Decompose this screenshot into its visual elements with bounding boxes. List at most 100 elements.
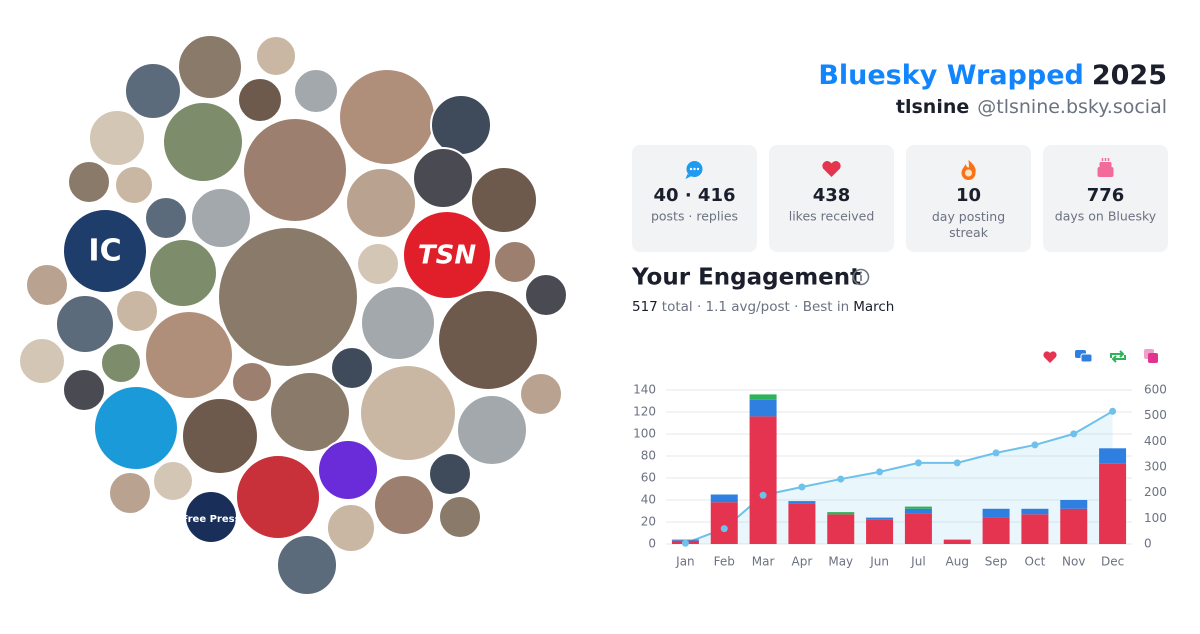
bar-segment [982,517,1010,544]
x-tick-label: Aug [946,555,969,569]
icon [822,161,841,177]
avatar[interactable] [55,294,115,354]
avatar[interactable] [108,471,152,515]
stat-card [906,145,1031,252]
avatar[interactable] [93,385,179,471]
avatar[interactable] [356,242,400,286]
icon [689,167,693,171]
avatar[interactable] [255,35,297,77]
avatar[interactable] [438,495,482,539]
stat-icon [685,161,703,179]
bar-segment [904,508,932,514]
legend-likes[interactable] [1043,351,1057,363]
avatar[interactable] [276,534,338,596]
avatar[interactable] [338,68,436,166]
line-point [1070,430,1078,438]
avatar[interactable] [114,165,154,205]
legend [1043,349,1158,363]
avatar[interactable] [326,503,376,553]
avatar[interactable] [162,101,244,183]
legend-quotes[interactable] [1144,349,1158,363]
stat-card [769,145,894,252]
stat-value: 40 · 416 [654,185,736,206]
icon [696,167,700,171]
avatar[interactable] [62,368,106,412]
title-year: 2025 [1092,60,1167,91]
avatar[interactable] [359,364,457,462]
avatar[interactable] [190,187,252,249]
avatar[interactable] [470,166,538,234]
stat-label-line: day posting [932,209,1005,224]
x-tick-label: Mar [752,555,775,569]
user: tlsnine @tlsnine.bsky.social [896,96,1167,118]
avatar[interactable] [231,361,273,403]
avatar[interactable] [144,310,234,400]
avatar[interactable] [524,273,568,317]
x-tick-label: Jun [869,555,889,569]
avatar[interactable] [62,208,148,294]
avatar[interactable] [67,160,111,204]
avatar[interactable] [402,210,492,300]
avatar[interactable] [181,397,259,475]
avatar[interactable] [317,439,379,501]
avatar[interactable] [177,34,243,100]
legend-replies[interactable] [1075,350,1093,363]
bar-segment [749,394,777,400]
icon [693,167,696,171]
avatar[interactable] [269,371,351,453]
y-tick-label: 80 [641,449,656,463]
avatar[interactable] [437,289,539,391]
icon [1097,167,1114,177]
bar-segment [904,506,932,509]
stat-label: likes received [789,209,875,224]
line-point [992,449,1000,457]
bar-segment [1021,508,1049,515]
avatar[interactable] [519,372,563,416]
bar-segment [943,539,971,544]
avatar[interactable] [100,342,142,384]
x-tick-label: Jul [910,555,925,569]
y-tick-label: 120 [633,405,656,419]
y2-tick-label: 400 [1144,434,1167,448]
stat-label: posts · replies [651,209,738,224]
avatar[interactable] [144,196,188,240]
avatar[interactable] [25,263,69,307]
y-tick-label: 100 [633,427,656,441]
avatar[interactable] [493,240,537,284]
title-brand: Bluesky Wrapped [818,60,1084,91]
avatar[interactable] [430,94,492,156]
legend-reposts[interactable] [1110,350,1126,363]
y-tick-label: 60 [641,471,656,485]
avatar[interactable] [88,109,146,167]
bar-segment [827,514,855,544]
line-point [914,459,922,467]
avatar[interactable] [237,77,283,123]
avatar[interactable] [373,474,435,536]
avatar[interactable] [360,285,436,361]
display-name: tlsnine [896,96,969,118]
avatar[interactable] [242,117,348,223]
avatar[interactable] [330,346,374,390]
line-point [681,539,689,547]
avatar[interactable] [148,238,218,308]
avatar[interactable] [18,337,66,385]
bar-segment [1021,514,1049,544]
y-tick-label: 20 [641,515,656,529]
avatar[interactable] [124,62,182,120]
avatar[interactable] [345,167,417,239]
avatar[interactable] [428,452,472,496]
avatar[interactable] [184,490,238,544]
line-point [1109,407,1117,415]
avatar[interactable] [152,460,194,502]
bar-segment [788,503,816,544]
avatar[interactable] [412,147,474,209]
avatar[interactable] [456,394,528,466]
line-point [798,483,806,491]
avatar[interactable] [235,454,321,540]
avatar[interactable] [293,68,339,114]
avatar[interactable] [217,226,359,368]
y-tick-label: 40 [641,493,656,507]
stat-icon [822,161,841,177]
info-icon[interactable] [852,268,870,286]
avatar[interactable] [115,289,159,333]
